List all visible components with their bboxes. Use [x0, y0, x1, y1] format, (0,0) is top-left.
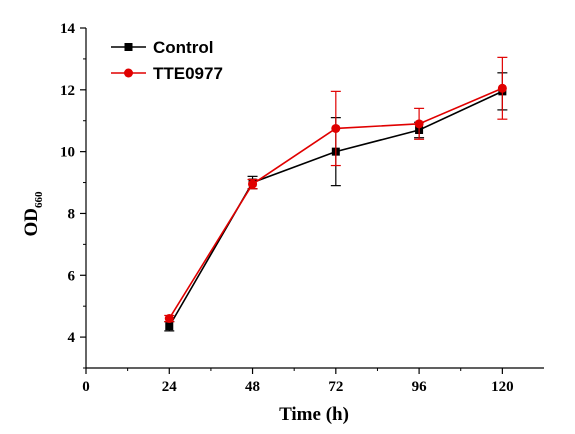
y-axis-title-subscript: 660	[33, 191, 45, 208]
series-layer	[164, 56, 508, 332]
data-point	[414, 119, 424, 129]
x-tick-label: 72	[328, 379, 343, 395]
data-point	[497, 83, 507, 93]
x-tick-label: 96	[412, 379, 428, 395]
data-point	[165, 322, 174, 331]
x-axis-title: Time (h)	[279, 404, 349, 425]
legend-item-tte0977: TTE0977	[111, 64, 223, 83]
legend-marker	[124, 43, 133, 51]
data-point	[248, 179, 258, 189]
y-tick-label: 4	[68, 330, 76, 346]
y-axis-title-main: OD	[21, 208, 42, 237]
legend: Control TTE0977	[111, 38, 223, 83]
x-tick-label: 120	[491, 379, 514, 395]
x-tick-label: 24	[162, 379, 178, 395]
legend-label: Control	[153, 38, 213, 57]
y-tick-label: 14	[60, 21, 76, 37]
y-axis-title: OD660	[21, 191, 45, 237]
y-tick-label: 8	[68, 206, 76, 222]
x-tick-label: 0	[82, 379, 90, 395]
y-tick-label: 6	[68, 268, 76, 284]
legend-item-control: Control	[111, 38, 213, 57]
y-tick-label: 10	[60, 145, 75, 161]
series-tte0977	[164, 56, 508, 324]
y-tick-label: 12	[60, 83, 75, 99]
legend-marker	[124, 68, 133, 78]
data-point	[331, 123, 341, 133]
legend-label: TTE0977	[153, 64, 223, 83]
axes: 4 6 8 10 12 14 0 24 48 72 96 120	[60, 21, 544, 395]
data-point	[164, 314, 174, 324]
x-tick-label: 48	[245, 379, 260, 395]
